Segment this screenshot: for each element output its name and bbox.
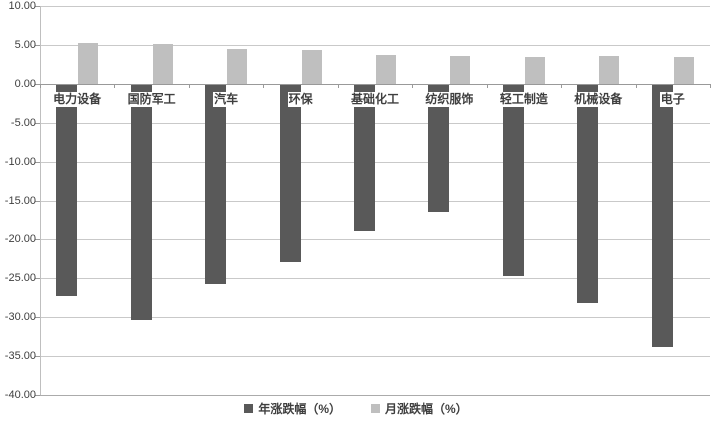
y-axis-tick [35,122,40,124]
x-axis-tick [412,83,414,88]
y-axis-tick [35,278,40,280]
y-axis-tick [35,6,40,7]
y-axis-tick [35,317,40,319]
y-axis-tick-label: -35.00 [4,350,36,363]
category-label: 机械设备 [573,91,624,107]
gridline [40,6,710,7]
bar-year-4 [279,84,301,263]
bar-year-1 [56,84,78,296]
y-axis-tick [35,356,40,358]
x-axis-tick [188,83,190,88]
x-axis-tick [486,83,488,88]
bar-month-5 [376,55,396,84]
bar-year-6 [428,84,450,213]
gridline [40,122,710,124]
y-axis-tick-label: -20.00 [4,233,36,246]
category-label: 国防军工 [126,91,177,107]
y-axis-tick-label: -15.00 [4,194,36,207]
x-axis-tick [263,83,265,88]
x-axis-tick [710,83,711,88]
y-axis-tick [35,83,40,85]
legend: 年涨跌幅（%） 月涨跌幅（%） [0,400,712,417]
bar-year-5 [354,84,375,232]
category-label: 纺织服饰 [424,91,475,107]
y-axis-tick-label: 0.00 [14,77,36,90]
y-axis-tick-label: -25.00 [4,272,36,285]
gridline [40,317,710,319]
y-axis-tick [35,395,40,396]
legend-label: 年涨跌幅（%） [258,402,341,416]
x-axis-tick [114,83,116,88]
y-axis-tick-label: -10.00 [4,155,36,168]
bar-month-2 [152,44,173,84]
y-axis-tick [35,239,40,241]
category-label: 基础化工 [349,91,401,107]
category-label: 环保 [287,91,314,107]
bar-year-3 [205,84,227,284]
gridline [40,278,710,280]
bar-month-6 [450,55,471,84]
category-label: 轻工制造 [498,91,549,107]
y-axis-tick-label: -30.00 [4,311,36,324]
bar-year-8 [577,84,599,303]
bar-year-9 [651,84,673,347]
legend-swatch-icon [244,404,254,413]
y-axis-tick [35,161,40,163]
gridline [40,239,710,241]
y-axis-tick-label: -5.00 [10,116,36,129]
gridline [40,356,710,358]
x-axis-tick [561,83,563,88]
gridline [40,44,710,46]
bar-year-2 [130,84,152,321]
legend-item-year: 年涨跌幅（%） [244,400,341,417]
gridline [40,83,710,85]
gridline [40,395,710,396]
category-label: 电力设备 [52,91,103,107]
bar-month-1 [78,43,99,84]
gridline [40,200,710,202]
category-label: 电子 [659,91,686,107]
x-axis-tick [40,83,41,88]
y-axis-tick-label: 10.00 [8,0,36,12]
legend-item-month: 月涨跌幅（%） [371,400,468,417]
bar-month-3 [227,48,248,84]
y-axis-line [40,6,41,395]
y-axis-tick [35,44,40,46]
bar-month-4 [301,50,322,84]
y-axis-tick [35,200,40,202]
bar-month-7 [524,56,545,84]
bar-month-9 [673,57,694,84]
y-axis-tick-label: 5.00 [14,38,36,51]
gridline [40,161,710,163]
x-axis-tick [337,83,339,88]
legend-label: 月涨跌幅（%） [385,402,468,416]
category-label: 汽车 [213,91,240,107]
legend-swatch-icon [371,404,380,413]
x-axis-tick [635,83,637,88]
bar-year-7 [502,84,524,277]
bar-month-8 [599,55,620,84]
y-axis-tick-label: -40.00 [4,389,36,401]
